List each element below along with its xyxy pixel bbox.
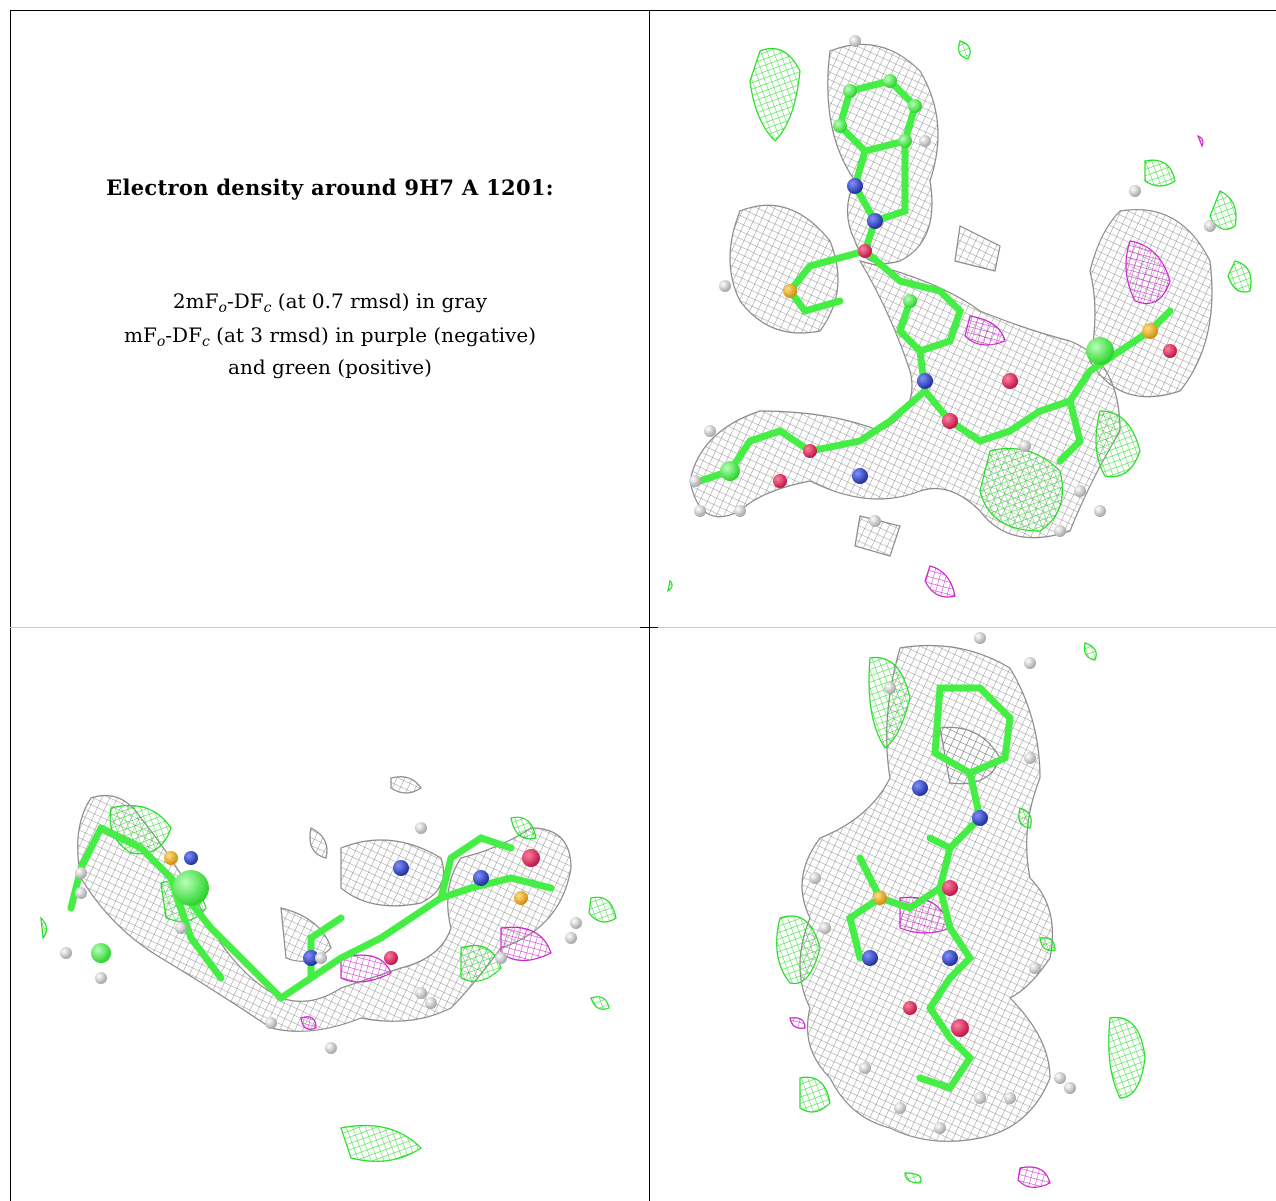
legend-2fofc: 2mFo-DFc (at 0.7 rmsd) in gray — [172, 289, 488, 316]
density-positive-mesh — [667, 40, 1252, 593]
molecule-atoms — [689, 35, 1216, 537]
legend-fofc: mFo-DFc (at 3 rmsd) in purple (negative) — [124, 323, 536, 350]
table-border-left — [10, 10, 11, 1201]
density-view-1 — [650, 11, 1276, 627]
density-negative-mesh — [300, 926, 552, 1030]
figure-title: Electron density around 9H7 A 1201: — [106, 175, 554, 200]
molecule-density-view-1-icon — [667, 35, 1252, 598]
density-2fofc-mesh — [77, 776, 572, 1032]
density-positive-mesh — [776, 642, 1146, 1184]
caption-cell: Electron density around 9H7 A 1201: 2mFo… — [11, 11, 649, 627]
density-negative-mesh — [924, 134, 1204, 598]
legend-colors: and green (positive) — [228, 355, 432, 379]
density-view-3 — [650, 628, 1276, 1201]
molecule-atoms — [60, 822, 582, 1054]
molecule-atoms — [809, 632, 1076, 1134]
molecule-bonds — [846, 684, 1014, 1093]
table-border-top — [10, 10, 1276, 11]
molecule-density-view-3-icon — [776, 632, 1146, 1188]
molecule-density-view-2-icon — [40, 776, 617, 1162]
table-divider-vertical — [649, 10, 650, 1201]
divider-tick — [640, 627, 658, 628]
density-view-2 — [11, 628, 649, 1201]
